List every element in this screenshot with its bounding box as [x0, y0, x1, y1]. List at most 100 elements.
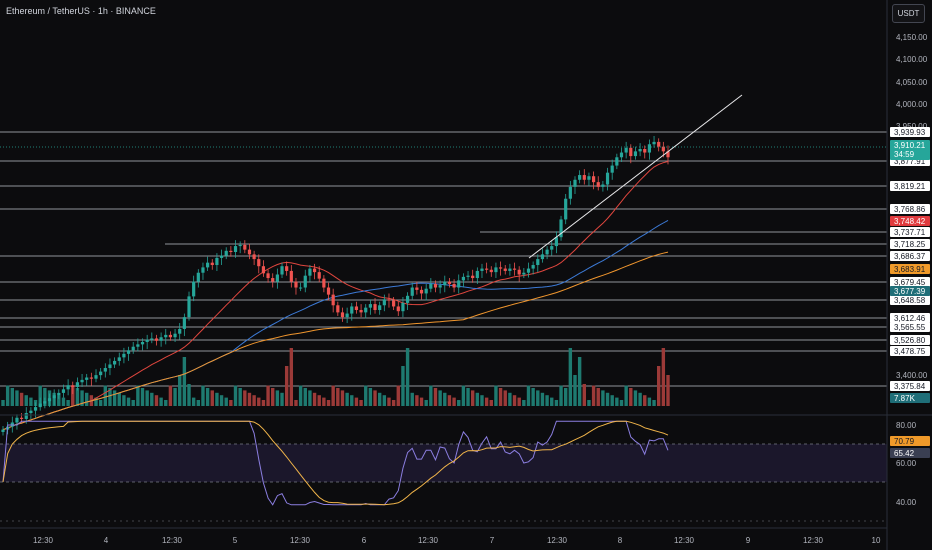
level-tag-label: 3,768.86	[894, 205, 926, 214]
candle-body	[378, 305, 382, 311]
level-tag-label: 3,526.80	[894, 336, 926, 345]
candle-body	[466, 275, 470, 277]
time-tick-label: 12:30	[162, 536, 183, 545]
volume-bar	[182, 357, 187, 406]
volume-bar	[536, 390, 540, 406]
candle-body	[168, 334, 173, 338]
volume-bar	[312, 392, 317, 406]
price-tick-label: 4,100.00	[896, 55, 928, 64]
volume-bar	[433, 388, 438, 406]
volume-bar	[94, 397, 98, 406]
candle-body	[303, 275, 307, 288]
volume-bar	[656, 366, 661, 406]
level-tag-label: 3,819.21	[894, 182, 926, 191]
countdown-label: 34:59	[894, 150, 915, 159]
last-price-label: 3,910.21	[894, 141, 926, 150]
volume-bar	[29, 397, 33, 406]
volume-bar	[452, 397, 456, 406]
volume-bar	[5, 385, 10, 406]
level-tag	[890, 127, 930, 137]
candle-body	[150, 338, 154, 340]
volume-bar	[647, 397, 652, 406]
volume-bar	[661, 348, 666, 406]
candle-body	[164, 334, 168, 338]
volume-bar	[168, 385, 173, 406]
trendline[interactable]	[528, 94, 743, 259]
volume-bar	[43, 388, 47, 406]
candle-body	[206, 262, 210, 268]
candle-body	[392, 300, 396, 307]
candle-body	[75, 382, 80, 387]
price-tags: 3,939.93 3,877.91 3,819.21 3,768.86 3,737.71…	[0, 127, 930, 458]
volume-bar	[210, 390, 214, 406]
volume-tag	[890, 393, 930, 403]
rsi-tick-label: 60.00	[896, 459, 917, 468]
volume-bar	[550, 397, 554, 406]
rsi-ma-tag-label: 70.79	[894, 437, 915, 446]
volume-bar	[624, 385, 628, 406]
candle-body	[480, 268, 484, 271]
candle-body	[452, 283, 456, 288]
candle-body	[429, 283, 433, 289]
price-axis[interactable]: 4,150.00 4,100.00 4,050.00 4,000.00 3,950.00…	[896, 33, 928, 507]
candle-body	[187, 296, 191, 318]
time-tick-label: 6	[362, 536, 367, 545]
volume-bar	[98, 400, 103, 406]
candle-body	[215, 257, 219, 266]
candle-body	[629, 147, 633, 157]
volume-bar	[103, 385, 108, 406]
volume-bar	[387, 397, 391, 406]
candle-body	[615, 157, 619, 166]
level-tag	[890, 227, 930, 237]
volume-bar	[201, 385, 205, 406]
candle-body	[312, 268, 317, 273]
time-tick-label: 12:30	[547, 536, 568, 545]
volume-bar	[540, 392, 545, 406]
volume-bar	[196, 400, 201, 406]
volume-bar	[494, 385, 498, 406]
volume-bar	[71, 385, 75, 406]
candle-body	[536, 259, 540, 266]
candle-body	[638, 148, 642, 152]
volume-bar	[373, 390, 377, 406]
volume-bar	[484, 397, 489, 406]
volume-bar	[577, 357, 582, 406]
time-tick-label: 7	[490, 536, 495, 545]
currency-button[interactable]: USDT	[892, 4, 925, 23]
time-axis[interactable]: 12:30 4 12:30 5 12:30 6 12:30 7 12:30 8 12:30 9 12:3…	[33, 536, 881, 545]
volume-bar	[340, 390, 345, 406]
volume-bar	[415, 395, 419, 406]
candle-body	[89, 377, 93, 379]
volume-bar	[229, 400, 233, 406]
candle-body	[526, 268, 531, 273]
rsi-tick-label: 40.00	[896, 498, 917, 507]
candle-body	[294, 281, 298, 288]
candle-body	[661, 146, 665, 152]
volume-bar	[643, 395, 647, 406]
volume-bar	[345, 392, 349, 406]
candle-body	[559, 219, 563, 238]
candle-body	[71, 385, 75, 387]
candle-body	[652, 141, 656, 145]
volume-bar	[173, 388, 177, 406]
time-tick-label: 9	[746, 536, 751, 545]
volume-bar	[377, 392, 382, 406]
volume-bar	[503, 390, 507, 406]
volume-bar	[191, 397, 196, 406]
candle-body	[29, 410, 33, 414]
candle-body	[489, 269, 493, 273]
candles[interactable]	[1, 135, 670, 436]
volume-bar	[480, 395, 484, 406]
volume-bar	[652, 400, 656, 406]
volume-bar	[19, 392, 24, 406]
candle-body	[424, 288, 428, 294]
symbol-title[interactable]: Ethereum / TetherUS · 1h · BINANCE	[6, 6, 156, 16]
volume-bar	[591, 385, 596, 406]
candle-body	[52, 395, 56, 399]
candle-body	[494, 267, 498, 273]
horizontal-levels[interactable]	[0, 131, 887, 387]
candle-body	[266, 273, 270, 279]
volume-bar	[666, 375, 670, 406]
volume-bar	[164, 400, 168, 406]
